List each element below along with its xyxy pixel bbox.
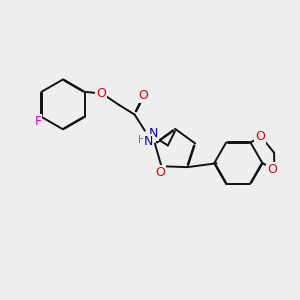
- Text: O: O: [138, 89, 148, 103]
- Text: F: F: [34, 115, 41, 128]
- Text: O: O: [155, 166, 165, 179]
- Text: H: H: [138, 134, 146, 145]
- Text: O: O: [255, 130, 265, 143]
- Text: O: O: [267, 163, 277, 176]
- Text: N: N: [148, 127, 158, 140]
- Text: O: O: [96, 87, 106, 100]
- Text: N: N: [144, 136, 153, 148]
